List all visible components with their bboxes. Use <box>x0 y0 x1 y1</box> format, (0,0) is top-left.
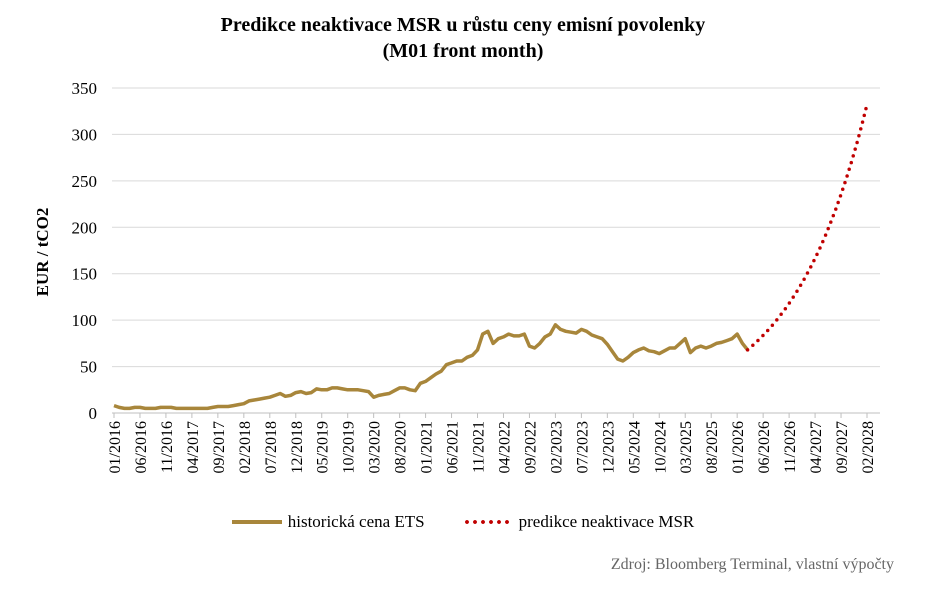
legend-item-historical: historická cena ETS <box>231 512 425 532</box>
x-tick-label: 07/2018 <box>263 421 280 473</box>
source-note: Zdroj: Bloomberg Terminal, vlastní výpoč… <box>610 556 894 573</box>
legend-swatch-solid <box>231 520 282 524</box>
x-tick-label: 11/2021 <box>471 421 488 473</box>
x-tick-label: 06/2026 <box>756 421 773 473</box>
y-tick-label: 100 <box>72 311 98 330</box>
series-lines <box>113 102 869 411</box>
x-tick-label: 12/2018 <box>289 421 306 473</box>
legend-label: historická cena ETS <box>287 512 425 531</box>
y-tick-label: 0 <box>89 404 98 423</box>
line-chart: 0 50 100 150 200 250 300 350 01/2016 06/2016 11/2… <box>33 79 880 473</box>
x-tick-label: 08/2020 <box>393 421 410 473</box>
x-tick-label: 04/2022 <box>496 421 513 473</box>
x-tick-label: 12/2023 <box>600 421 617 473</box>
x-tick-label: 06/2016 <box>133 421 150 473</box>
x-tick-label: 04/2027 <box>808 421 825 473</box>
x-tick-label: 10/2019 <box>341 421 358 473</box>
gridlines <box>112 87 880 414</box>
x-tick-label: 11/2026 <box>782 421 799 473</box>
title-line: Predikce neaktivace MSR u růstu ceny emi… <box>220 14 706 36</box>
series-line-historical <box>113 323 749 411</box>
x-tick-label: 05/2019 <box>315 421 332 473</box>
x-tick-label: 04/2017 <box>185 421 202 473</box>
x-tick-label: 02/2023 <box>548 421 565 473</box>
y-tick-label: 350 <box>72 79 98 98</box>
x-tick-label: 10/2024 <box>652 421 669 473</box>
x-tick-label: 09/2022 <box>522 421 539 473</box>
legend: historická cena ETS predikce neaktivace … <box>0 512 926 532</box>
x-tick-label: 03/2020 <box>367 421 384 473</box>
legend-item-prediction: predikce neaktivace MSR <box>462 512 695 532</box>
series-line-prediction <box>745 102 869 352</box>
x-tick-label: 03/2025 <box>678 421 695 473</box>
x-tick-label: 01/2026 <box>730 421 747 473</box>
y-axis-label: EUR / tCO2 <box>33 208 52 297</box>
chart-title: Predikce neaktivace MSR u růstu ceny emi… <box>0 12 926 64</box>
legend-swatch-dotted <box>462 520 513 524</box>
x-tick-label: 01/2021 <box>419 421 436 473</box>
x-tick-label: 02/2028 <box>860 421 877 473</box>
y-tick-label: 250 <box>72 172 98 191</box>
x-tick-label: 05/2024 <box>626 421 643 473</box>
subtitle-line: (M01 front month) <box>382 40 544 62</box>
x-tick-label: 11/2016 <box>159 421 176 473</box>
x-tick-label: 06/2021 <box>445 421 462 473</box>
legend-label: predikce neaktivace MSR <box>518 512 695 531</box>
y-tick-label: 300 <box>72 125 98 144</box>
x-tick-label: 08/2025 <box>704 421 721 473</box>
y-axis-ticks: 0 50 100 150 200 250 300 350 <box>72 79 98 423</box>
x-tick-label: 02/2018 <box>237 421 254 473</box>
x-tick-label: 09/2027 <box>834 421 851 473</box>
y-tick-label: 50 <box>80 358 97 377</box>
y-tick-label: 200 <box>72 218 98 237</box>
x-tick-label: 07/2023 <box>574 421 591 473</box>
y-tick-label: 150 <box>72 265 98 284</box>
x-axis-ticks: 01/2016 06/2016 11/2016 04/2017 09/2017 02/20… <box>107 413 877 473</box>
x-tick-label: 01/2016 <box>107 421 124 473</box>
x-tick-label: 09/2017 <box>211 421 228 473</box>
